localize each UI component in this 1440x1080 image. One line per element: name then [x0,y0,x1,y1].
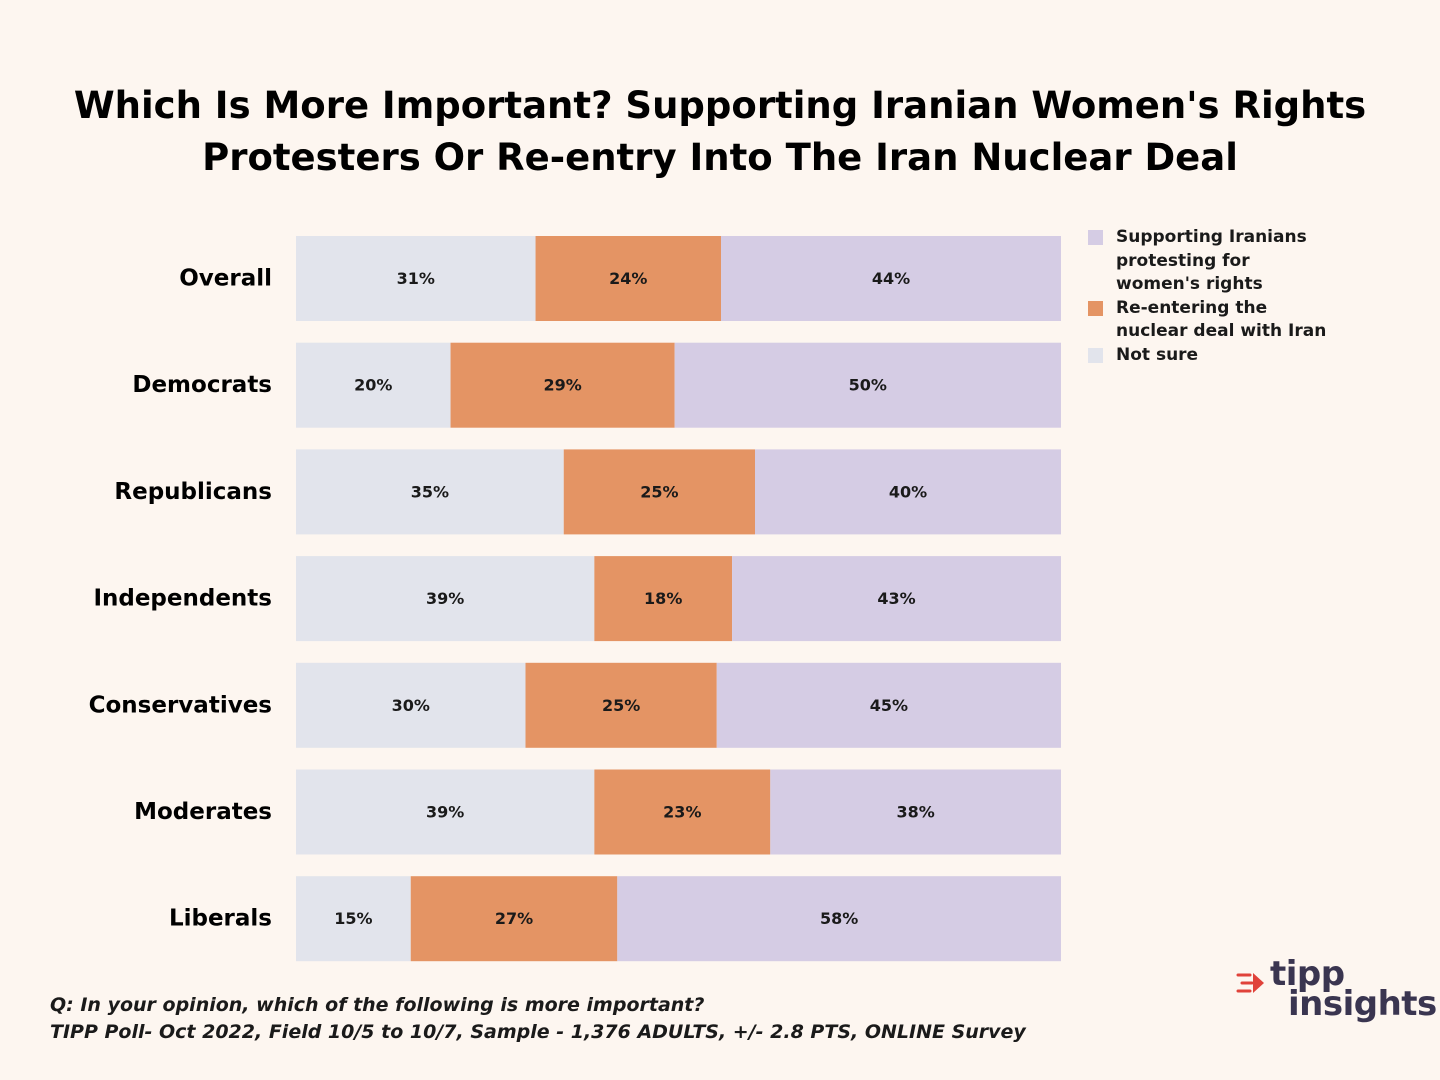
bar-overall-not-sure [296,236,536,321]
legend-swatch-supporting-protesters [1088,230,1103,245]
legend-label-supporting-protesters: Supporting Iranians protesting for women… [1116,227,1307,294]
bar-overall-supporting-iranians-protesting-for-women-s-rights [721,236,1061,321]
bar-conservatives-re-entering-the-nuclear-deal-with-iran [525,662,717,748]
value-label-independents-not-sure: 39% [426,589,464,608]
tipp-insights-logo: tipp insights [1236,954,1437,1028]
legend: Supporting Iranians protesting for women… [1088,226,1388,367]
legend-item-supporting-protesters: Supporting Iranians protesting for women… [1088,226,1388,297]
value-label-moderates-re-entering-the-nuclear-deal-with-iran: 23% [663,803,701,822]
value-label-moderates-not-sure: 39% [426,803,464,822]
value-label-conservatives-re-entering-the-nuclear-deal-with-iran: 25% [602,696,640,715]
bar-independents-re-entering-the-nuclear-deal-with-iran [594,556,733,642]
bar-democrats-re-entering-the-nuclear-deal-with-iran [450,342,675,428]
bar-moderates-not-sure [296,769,595,855]
bar-liberals-not-sure [296,876,411,962]
bar-liberals-re-entering-the-nuclear-deal-with-iran [410,876,618,962]
legend-item-not-sure: Not sure [1088,344,1388,368]
bar-democrats-not-sure [296,342,451,428]
footnote-source: TIPP Poll- Oct 2022, Field 10/5 to 10/7,… [50,1021,1026,1043]
bar-overall-re-entering-the-nuclear-deal-with-iran [535,236,721,321]
legend-label-not-sure: Not sure [1116,344,1199,365]
chart-title-line-2: Protesters Or Re-entry Into The Iran Nuc… [202,136,1238,179]
value-label-overall-not-sure: 31% [397,269,435,288]
legend-swatch-not-sure [1088,347,1103,363]
category-label-conservatives: Conservatives [89,692,272,718]
bar-republicans-supporting-iranians-protesting-for-women-s-rights [755,449,1061,535]
logo-text-tipp: tipp [1270,954,1345,994]
category-label-democrats: Democrats [132,372,272,398]
bar-republicans-not-sure [296,449,564,535]
bar-conservatives-supporting-iranians-protesting-for-women-s-rights [716,662,1061,748]
value-label-liberals-supporting-iranians-protesting-for-women-s-rights: 58% [820,909,858,928]
value-label-democrats-not-sure: 20% [354,376,392,395]
value-label-republicans-not-sure: 35% [411,482,449,501]
bar-independents-supporting-iranians-protesting-for-women-s-rights [732,556,1061,642]
value-label-independents-re-entering-the-nuclear-deal-with-iran: 18% [644,589,682,608]
bar-democrats-supporting-iranians-protesting-for-women-s-rights [674,342,1061,428]
legend-swatch-nuclear-deal [1088,300,1103,316]
bar-liberals-supporting-iranians-protesting-for-women-s-rights [617,876,1061,962]
legend-label-nuclear-deal: Re-entering the nuclear deal with Iran [1116,297,1327,342]
footnote: Q: In your opinion, which of the followi… [50,992,1026,1046]
value-label-republicans-supporting-iranians-protesting-for-women-s-rights: 40% [889,482,927,501]
category-label-liberals: Liberals [169,906,272,932]
value-label-liberals-not-sure: 15% [334,909,372,928]
legend-item-nuclear-deal: Re-entering the nuclear deal with Iran [1088,297,1388,344]
bar-moderates-supporting-iranians-protesting-for-women-s-rights [770,769,1061,855]
category-label-overall: Overall [179,266,272,292]
value-label-democrats-supporting-iranians-protesting-for-women-s-rights: 50% [849,376,887,395]
category-label-republicans: Republicans [114,479,272,505]
category-label-moderates: Moderates [134,799,272,825]
value-label-democrats-re-entering-the-nuclear-deal-with-iran: 29% [543,376,581,395]
value-label-republicans-re-entering-the-nuclear-deal-with-iran: 25% [640,482,678,501]
bar-moderates-re-entering-the-nuclear-deal-with-iran [594,769,771,855]
logo-text-insights: insights [1288,984,1437,1024]
value-label-liberals-re-entering-the-nuclear-deal-with-iran: 27% [495,909,533,928]
value-label-conservatives-not-sure: 30% [392,696,430,715]
value-label-conservatives-supporting-iranians-protesting-for-women-s-rights: 45% [870,696,908,715]
value-label-moderates-supporting-iranians-protesting-for-women-s-rights: 38% [897,803,935,822]
chart-title: Which Is More Important? Supporting Iran… [0,80,1440,184]
value-label-overall-re-entering-the-nuclear-deal-with-iran: 24% [609,269,647,288]
bar-republicans-re-entering-the-nuclear-deal-with-iran [563,449,755,535]
chart-title-line-1: Which Is More Important? Supporting Iran… [73,84,1367,127]
value-label-overall-supporting-iranians-protesting-for-women-s-rights: 44% [872,269,910,288]
bar-independents-not-sure [296,556,595,642]
category-label-independents: Independents [93,586,272,612]
arrow-lines-icon [1236,973,1264,993]
bar-conservatives-not-sure [296,662,526,748]
footnote-question: Q: In your opinion, which of the followi… [50,994,705,1016]
value-label-independents-supporting-iranians-protesting-for-women-s-rights: 43% [877,589,915,608]
